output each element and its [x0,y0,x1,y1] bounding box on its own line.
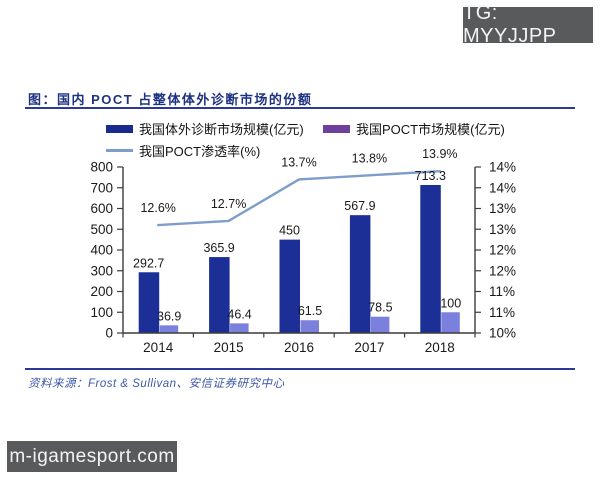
legend-label: 我国体外诊断市场规模(亿元) [139,122,304,137]
bar-poct-2017 [370,316,390,333]
bar-poct-2016 [300,320,319,333]
bar-value-label: 567.9 [344,199,375,213]
penetration-value-label: 13.9% [422,147,457,161]
top-watermark-text: TG: MYYJJPP [463,2,557,47]
figure-title: 图：国内 POCT 占整体体外诊断市场的份额 [28,92,313,107]
penetration-line [156,169,441,227]
penetration-value-label: 12.6% [140,201,175,215]
x-axis-category-label: 2017 [354,340,384,355]
source-separator-rule [25,368,575,370]
right-axis-tick-label: 12% [489,263,516,278]
bar-value-label: 61.5 [298,304,322,318]
bar-value-label: 450 [279,224,300,238]
figure-source: 资料来源：Frost & Sullivan、安信证券研究中心 [28,378,285,390]
bar-value-label: 78.5 [368,301,392,315]
bar-ivd-2015 [209,257,230,333]
bar-value-label: 713.3 [415,169,446,183]
legend-swatch-poct-bar [323,124,350,133]
left-axis-tick-label: 600 [90,201,113,216]
bar-ivd-2017 [349,215,371,333]
bottom-watermark-badge: m-igamesport.com [7,441,177,472]
bar-value-label: 100 [440,296,461,310]
bar-ivd-2016 [279,239,300,333]
penetration-value-label: 12.7% [211,197,246,211]
right-axis-tick-label: 13% [489,222,516,237]
left-axis-tick-label: 200 [90,284,113,299]
legend-item-poct-market: 我国POCT市场规模(亿元) [323,119,505,138]
bar-value-label: 365.9 [203,241,234,255]
right-axis-tick-label: 10% [489,326,516,341]
left-axis-tick-label: 100 [90,305,113,320]
bottom-watermark-text: m-igamesport.com [9,445,175,467]
x-axis-category-label: 2018 [425,340,455,355]
right-axis-tick-label: 14% [489,180,516,195]
right-axis-tick-label: 11% [489,305,515,320]
bar-ivd-2018 [420,184,441,333]
left-axis-tick-label: 0 [105,326,113,341]
bar-value-label: 36.9 [157,309,181,323]
top-watermark-badge: TG: MYYJJPP [463,2,593,47]
right-axis-tick-label: 14% [489,160,516,175]
legend-label: 我国POCT渗透率(%) [139,144,261,159]
legend-item-ivd-market: 我国体外诊断市场规模(亿元) [106,119,304,138]
legend-swatch-ivd-bar [106,124,133,133]
bar-poct-2014 [159,325,179,333]
penetration-value-label: 13.7% [281,155,316,169]
legend-swatch-penetration-line [106,149,133,152]
legend-label: 我国POCT市场规模(亿元) [356,122,505,137]
penetration-value-label: 13.8% [352,151,387,165]
bar-value-label: 292.7 [133,256,164,270]
x-axis-category-label: 2015 [214,340,244,355]
x-axis-category-label: 2014 [143,340,174,355]
left-axis-tick-label: 400 [90,243,113,258]
right-axis-tick-label: 12% [489,243,516,258]
left-axis-tick-label: 800 [90,160,113,175]
left-axis-tick-label: 300 [90,263,113,278]
bar-poct-2015 [230,323,249,333]
bar-value-label: 46.4 [227,307,251,321]
left-axis-tick-label: 500 [90,222,113,237]
legend-item-poct-penetration: 我国POCT渗透率(%) [106,141,260,160]
title-underline-rule [25,107,575,109]
right-axis-tick-label: 11% [489,284,515,299]
left-axis-tick-label: 700 [90,180,113,195]
right-axis-tick-label: 13% [489,201,516,216]
x-axis-category-label: 2016 [284,340,314,355]
bar-ivd-2014 [138,272,160,333]
bar-poct-2018 [441,312,460,333]
